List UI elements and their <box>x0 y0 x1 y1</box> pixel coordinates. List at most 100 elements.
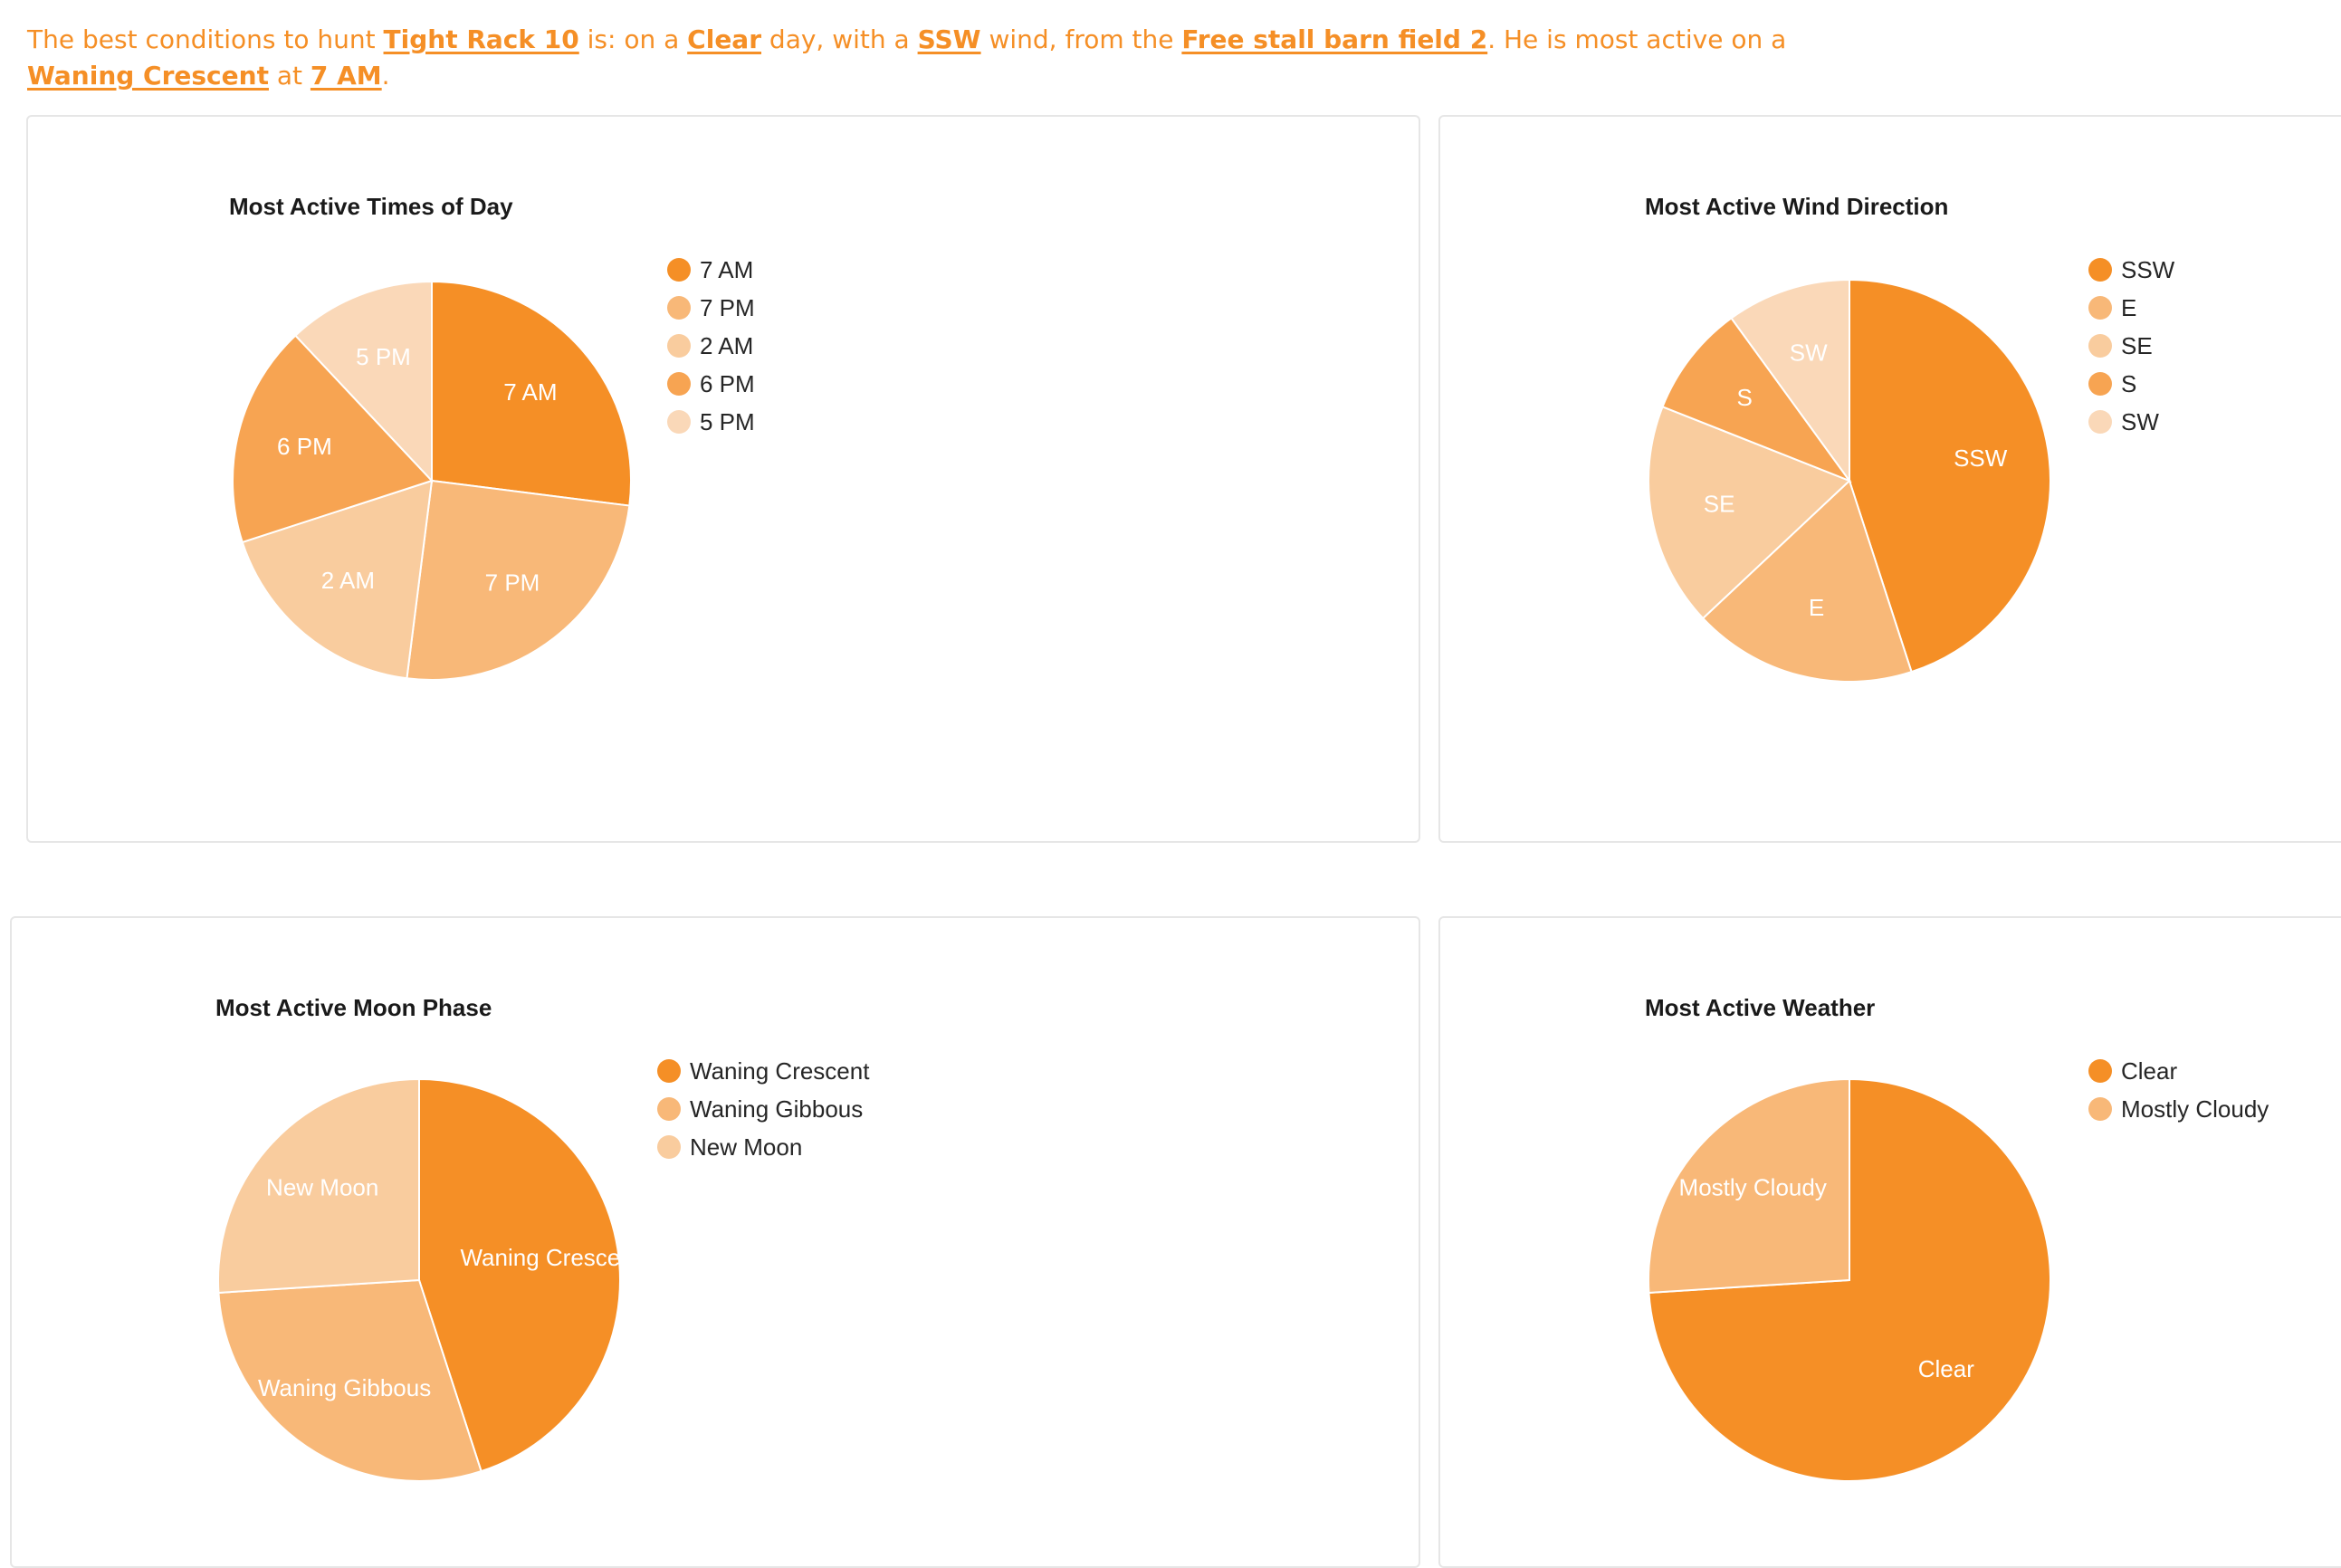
legend-label: New Moon <box>690 1133 803 1161</box>
legend-swatch <box>667 334 691 358</box>
chart-title: Most Active Wind Direction <box>1645 193 1949 220</box>
legend-item-ssw[interactable]: SSW <box>2088 251 2174 289</box>
slice-label-clear: Clear <box>1918 1355 1974 1382</box>
chart-title: Most Active Weather <box>1645 994 1876 1021</box>
summary-text: day, with a <box>761 24 918 54</box>
weather-legend: Clear Mostly Cloudy <box>2088 1052 2269 1128</box>
legend-item-2-am[interactable]: 2 AM <box>667 327 755 365</box>
pie-slice-sw[interactable] <box>1730 278 1850 484</box>
legend-swatch <box>667 372 691 396</box>
legend-label: Clear <box>2121 1056 2178 1085</box>
legend-swatch <box>2088 334 2112 358</box>
pie-slice-ssw[interactable] <box>1849 278 2051 674</box>
legend-label: 5 PM <box>700 407 755 435</box>
legend-label: E <box>2121 293 2137 321</box>
legend-label: SE <box>2121 331 2153 359</box>
pie-slice-5-pm[interactable] <box>293 280 433 483</box>
weather-pie: Clear Mostly Cloudy <box>1648 1077 2051 1482</box>
hunt-summary: The best conditions to hunt Tight Rack 1… <box>27 22 1820 94</box>
legend-item-waning-gibbous[interactable]: Waning Gibbous <box>657 1090 869 1128</box>
weather-link[interactable]: Clear <box>687 24 762 54</box>
pie-slice-7-pm[interactable] <box>406 479 631 681</box>
legend-swatch <box>657 1059 681 1083</box>
slice-label-ssw: SSW <box>1954 445 2008 472</box>
summary-text: wind, from the <box>980 24 1182 54</box>
slice-label-mostly-cloudy: Mostly Cloudy <box>1679 1174 1827 1201</box>
wind-direction-legend: SSW E SE S SW <box>2088 251 2174 441</box>
slice-label-7-am: 7 AM <box>503 378 557 406</box>
legend-item-6-pm[interactable]: 6 PM <box>667 365 755 403</box>
slice-label-6-pm: 6 PM <box>277 433 332 460</box>
pie-slice-waning-gibbous[interactable] <box>217 1278 483 1482</box>
moon-link[interactable]: Waning Crescent <box>27 61 269 91</box>
times-of-day-pie: 7 AM 7 PM 2 AM 6 PM 5 PM <box>232 280 632 681</box>
slice-label-sw: SW <box>1790 339 1828 367</box>
moon-phase-card: Most Active Moon Phase Waning Crescent Wa… <box>10 916 1420 1568</box>
legend-swatch <box>667 410 691 434</box>
legend-item-7-am[interactable]: 7 AM <box>667 251 755 289</box>
pie-slice-waning-crescent[interactable] <box>418 1077 621 1473</box>
legend-item-clear[interactable]: Clear <box>2088 1052 2269 1090</box>
slice-label-s: S <box>1737 384 1753 411</box>
slice-label-5-pm: 5 PM <box>356 343 411 370</box>
pie-slice-new-moon[interactable] <box>217 1077 420 1295</box>
time-link[interactable]: 7 AM <box>310 61 382 91</box>
slice-label-waning-crescent: Waning Crescent <box>460 1244 640 1271</box>
summary-text: is: on a <box>578 24 688 54</box>
weather-card: Most Active Weather Clear Mostly Cloudy C… <box>1438 916 2341 1568</box>
slice-label-7-pm: 7 PM <box>485 569 540 597</box>
legend-item-waning-crescent[interactable]: Waning Crescent <box>657 1052 869 1090</box>
moon-phase-legend: Waning Crescent Waning Gibbous New Moon <box>657 1052 869 1166</box>
pie-slice-2-am[interactable] <box>241 479 434 680</box>
slice-label-new-moon: New Moon <box>266 1174 378 1201</box>
slice-label-waning-gibbous: Waning Gibbous <box>258 1374 431 1401</box>
pie-slice-mostly-cloudy[interactable] <box>1648 1077 1850 1295</box>
chart-title: Most Active Moon Phase <box>215 994 492 1021</box>
wind-direction-card: Most Active Wind Direction SSW E SE S SW SSW… <box>1438 115 2341 843</box>
legend-swatch <box>2088 296 2112 320</box>
summary-text: . <box>381 61 390 91</box>
legend-swatch <box>2088 410 2112 434</box>
pie-slice-6-pm[interactable] <box>232 334 434 544</box>
legend-label: SSW <box>2121 255 2175 283</box>
summary-text: at <box>268 61 311 91</box>
legend-item-7-pm[interactable]: 7 PM <box>667 289 755 327</box>
legend-label: SW <box>2121 407 2159 435</box>
slice-label-e: E <box>1809 594 1824 621</box>
times-of-day-card: Most Active Times of Day 7 AM 7 PM 2 AM 6 P… <box>26 115 1420 843</box>
legend-label: S <box>2121 369 2137 397</box>
legend-swatch <box>657 1135 681 1159</box>
legend-item-new-moon[interactable]: New Moon <box>657 1128 869 1166</box>
pie-slice-e[interactable] <box>1701 479 1913 683</box>
legend-label: Waning Crescent <box>690 1056 870 1085</box>
deer-link[interactable]: Tight Rack 10 <box>383 24 579 54</box>
legend-label: 2 AM <box>700 331 754 359</box>
chart-title: Most Active Times of Day <box>229 193 513 220</box>
legend-label: 7 PM <box>700 293 755 321</box>
legend-swatch <box>667 258 691 282</box>
summary-text: . He is most active on a <box>1487 24 1787 54</box>
moon-phase-pie: Waning Crescent Waning Gibbous New Moon <box>217 1077 641 1482</box>
times-of-day-legend: 7 AM 7 PM 2 AM 6 PM 5 PM <box>667 251 755 441</box>
location-link[interactable]: Free stall barn field 2 <box>1181 24 1488 54</box>
legend-label: 7 AM <box>700 255 754 283</box>
legend-item-5-pm[interactable]: 5 PM <box>667 403 755 441</box>
legend-item-s[interactable]: S <box>2088 365 2174 403</box>
legend-swatch <box>667 296 691 320</box>
legend-item-sw[interactable]: SW <box>2088 403 2174 441</box>
legend-item-se[interactable]: SE <box>2088 327 2174 365</box>
legend-swatch <box>2088 258 2112 282</box>
legend-item-e[interactable]: E <box>2088 289 2174 327</box>
pie-slice-s[interactable] <box>1661 317 1852 483</box>
legend-label: Waning Gibbous <box>690 1095 864 1123</box>
legend-item-mostly-cloudy[interactable]: Mostly Cloudy <box>2088 1090 2269 1128</box>
legend-label: Mostly Cloudy <box>2121 1095 2269 1123</box>
pie-slice-7-am[interactable] <box>431 280 632 507</box>
wind-link[interactable]: SSW <box>917 24 981 54</box>
legend-swatch <box>2088 372 2112 396</box>
slice-label-se: SE <box>1704 490 1735 517</box>
slice-label-2-am: 2 AM <box>321 567 375 594</box>
pie-slice-se[interactable] <box>1648 405 1851 620</box>
summary-text: The best conditions to hunt <box>27 24 384 54</box>
